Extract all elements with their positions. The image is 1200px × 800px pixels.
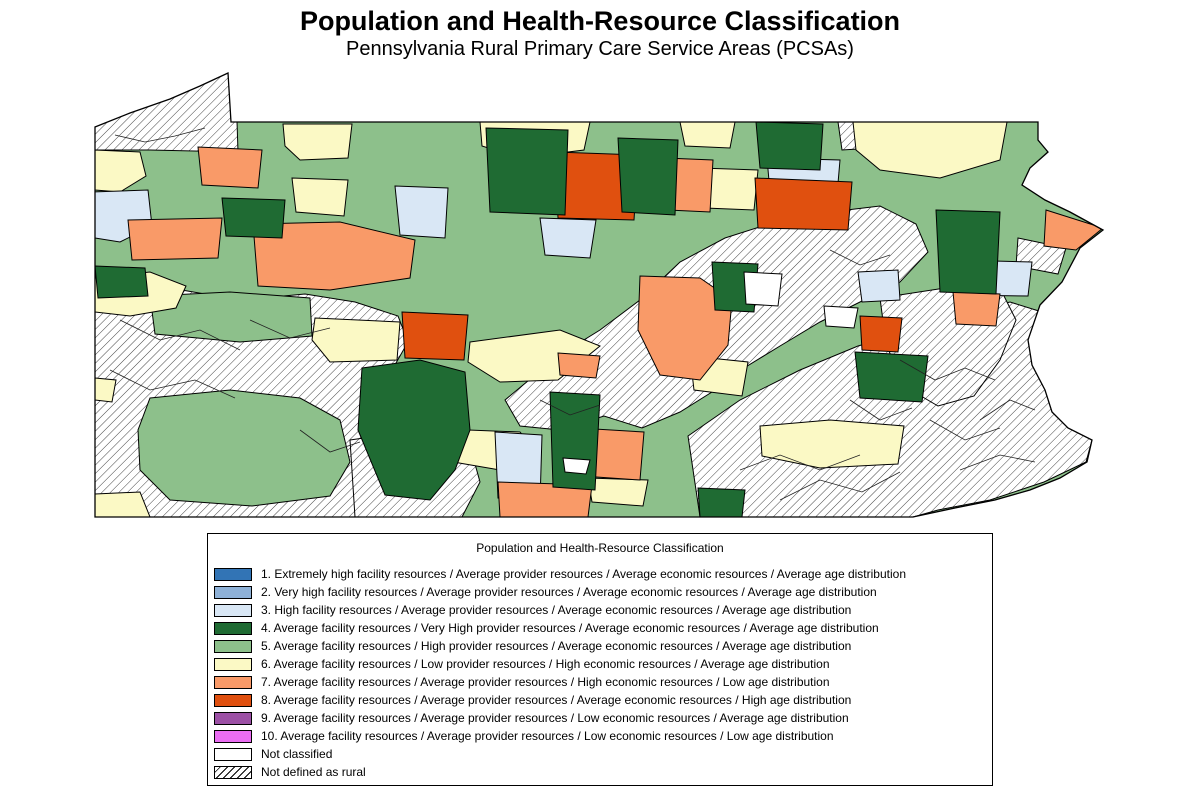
map-region-c4 [697,487,746,517]
legend-row: 5. Average facility resources / High pro… [208,637,992,655]
legend-swatch [214,693,252,707]
legend-label: 4. Average facility resources / Very Hig… [261,621,879,635]
subdivision-boundary-line [979,399,1036,421]
legend-row: 3. High facility resources / Average pro… [208,601,992,619]
map-region-c6 [759,419,905,469]
map-region-c4 [357,359,471,501]
legend: Population and Health-Resource Classific… [207,533,993,786]
map-region-c4 [221,197,286,239]
legend-swatch [214,603,252,617]
legend-swatch [214,621,252,635]
legend-swatch [214,585,252,599]
legend-swatch [214,639,252,653]
map-region-c4 [854,351,929,403]
map-region-c3 [857,269,901,303]
map-region-c4 [95,265,149,299]
map-region-c8 [859,315,903,353]
legend-swatch [214,657,252,671]
map-region-c3 [539,217,597,259]
legend-swatch [214,729,252,743]
legend-row: 9. Average facility resources / Average … [208,709,992,727]
map-region-c8 [754,177,853,231]
map-region-c7 [952,291,1001,327]
map-region-c6 [95,149,147,193]
map-region-c7 [637,275,733,381]
map-region-c4 [755,121,824,171]
map-region-c4 [935,209,1001,295]
subdivision-boundary-line [539,399,601,416]
legend-label: 8. Average facility resources / Average … [261,693,852,707]
legend-row: 10. Average facility resources / Average… [208,727,992,745]
state-outline [94,72,1105,518]
map-region-nc [823,305,859,329]
legend-title: Population and Health-Resource Classific… [476,541,724,555]
map-region-c7 [1043,209,1103,251]
map-regions-layer [95,73,1103,517]
legend-swatch [214,567,252,581]
legend-label: Not defined as rural [261,765,366,779]
subdivision-boundary-line [779,471,901,501]
legend-row: 6. Average facility resources / Low prov… [208,655,992,673]
map-region-nc [743,271,783,307]
map-region-c5 [137,389,351,507]
map-region-c6 [587,477,649,507]
legend-swatch [214,711,252,725]
legend-row: 7. Average facility resources / Average … [208,673,992,691]
map-region-c4 [617,137,679,216]
legend-label: Not classified [261,747,333,761]
subdivision-boundary-line [299,429,361,453]
subdivision-boundary-line [929,419,1001,441]
legend-label: 10. Average facility resources / Average… [261,729,834,743]
map-region-c7 [197,146,263,189]
legend-row: Not defined as rural [208,763,992,781]
map-region-nc [562,457,591,475]
subdivision-boundary-line [109,369,236,399]
legend-label: 9. Average facility resources / Average … [261,711,849,725]
subdivision-boundary-line [899,359,996,381]
subdivision-boundary-line [959,454,1036,471]
map-region-c6 [291,177,349,217]
map-region-c6 [95,491,151,517]
map-region-c7 [127,217,223,261]
legend-label: 5. Average facility resources / High pro… [261,639,852,653]
legend-label: 3. High facility resources / Average pro… [261,603,852,617]
map-subdivision-lines-layer [109,127,1036,501]
subdivision-boundary-line [739,454,861,471]
legend-row: 4. Average facility resources / Very Hig… [208,619,992,637]
map-region-c6 [679,121,736,149]
legend-row: Not classified [208,745,992,763]
map-region-c8 [401,311,469,361]
map-region-c7 [557,352,601,379]
map-region-c7 [252,221,416,291]
subdivision-boundary-line [829,249,891,266]
legend-label: 1. Extremely high facility resources / A… [261,567,906,581]
map-region-c6 [95,377,117,403]
legend-entries: 1. Extremely high facility resources / A… [208,565,992,781]
legend-swatch [214,747,252,761]
legend-row: 8. Average facility resources / Average … [208,691,992,709]
map-region-c4 [549,391,601,491]
subdivision-boundary-line [114,127,206,143]
map-region-c3 [394,185,449,239]
map-region-c6 [282,123,353,161]
subdivision-boundary-line [249,319,331,339]
legend-label: 2. Very high facility resources / Averag… [261,585,877,599]
legend-swatch [214,675,252,689]
map-region-c6 [311,317,401,363]
subdivision-boundary-line [119,319,241,351]
map-region-nr [95,73,239,153]
legend-label: 7. Average facility resources / Average … [261,675,830,689]
legend-swatch [214,765,252,779]
subdivision-boundary-line [849,399,913,421]
page-subtitle: Pennsylvania Rural Primary Care Service … [346,38,854,60]
legend-row: 1. Extremely high facility resources / A… [208,565,992,583]
legend-row: 2. Very high facility resources / Averag… [208,583,992,601]
page-title: Population and Health-Resource Classific… [299,6,901,36]
legend-label: 6. Average facility resources / Low prov… [261,657,830,671]
map-region-c4 [485,127,569,216]
